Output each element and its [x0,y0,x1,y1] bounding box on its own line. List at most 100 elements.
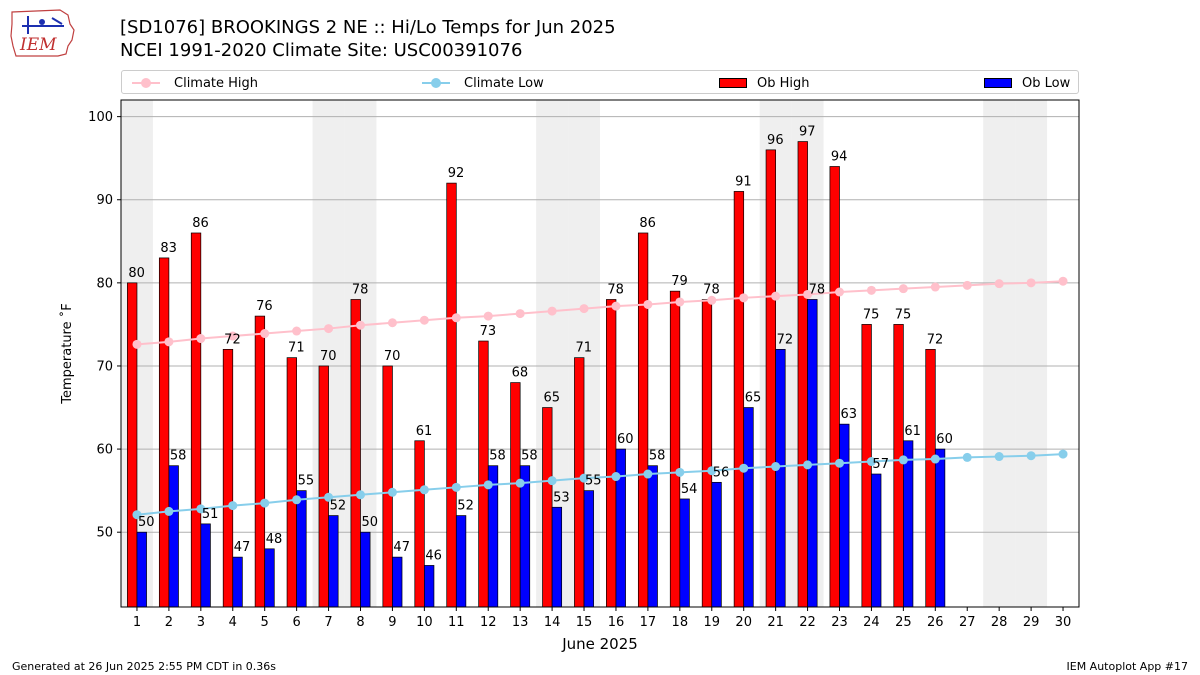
climate-low-point-23 [835,458,844,468]
x-tick-label-22: 22 [799,615,816,630]
ob-low-bar-8 [360,531,371,608]
ob-low-label-12: 58 [489,449,506,464]
x-tick-label-13: 13 [512,615,529,630]
legend-label-climate-low: Climate Low [464,75,544,91]
ob-high-bar-8 [350,299,361,608]
climate-high-point-26 [930,282,940,292]
legend-item-climate-low: Climate Low [422,74,544,92]
climate-high-point-27 [962,280,972,290]
climate-high-point-23 [835,287,844,297]
ob-low-bar-9 [392,556,403,608]
ob-high-label-24: 75 [863,307,880,322]
ob-low-bar-2 [168,465,179,608]
climate-high-point-8 [356,320,365,330]
ob-high-label-16: 78 [607,282,624,297]
y-gridlines [121,116,1079,533]
x-tick-label-7: 7 [324,615,332,630]
legend-label-ob-high: Ob High [757,75,810,91]
climate-high-point-17 [643,299,653,309]
ob-high-label-10: 61 [416,424,433,439]
climate-low-point-17 [643,469,653,479]
ob-high-bar-6 [286,357,297,608]
x-tick-label-3: 3 [197,615,205,630]
ob-high-label-3: 86 [192,216,209,231]
climate-low-point-20 [739,463,749,473]
ob-low-label-9: 47 [393,540,410,555]
climate-high-point-15 [579,304,589,314]
x-tick-label-20: 20 [735,615,752,630]
ob-high-bar-21 [765,149,776,608]
ob-high-bar-19 [701,299,713,608]
climate-high-point-11 [451,313,461,323]
climate-low-point-13 [515,478,525,488]
x-tick-label-17: 17 [640,615,657,630]
climate-high-point-18 [675,297,685,307]
ob-low-label-4: 47 [234,540,251,555]
ob-low-bar-10 [424,565,435,608]
x-tick-label-19: 19 [703,615,720,630]
chart-title: [SD1076] BROOKINGS 2 NE :: Hi/Lo Temps f… [120,17,616,38]
climate-low-point-27 [962,452,972,462]
x-tick-label-2: 2 [165,615,173,630]
x-tick-label-24: 24 [863,615,880,630]
ob-low-bar-14 [551,506,563,608]
x-axis: 1 2 3 4 5 6 7 8 9 10 11 12 13 14 15 16 17 18 19 20 21 22 23 24 2… [133,607,1071,630]
ob-low-label-7: 52 [330,499,347,514]
climate-low-point-15 [579,473,589,483]
ob-low-bar-24 [871,473,882,608]
ob-high-swatch [719,78,747,88]
climate-high-point-21 [771,291,781,301]
ob-low-label-13: 58 [521,449,538,464]
y-axis: 50 60 70 80 90 100 [88,110,121,541]
ob-low-label-6: 55 [298,474,315,489]
ob-high-bar-16 [606,299,617,608]
x-tick-label-4: 4 [229,615,237,630]
climate-low-swatch [422,78,450,88]
ob-low-bar-21 [775,348,786,608]
climate-high-point-3 [196,334,206,344]
ob-low-bar-25 [903,440,914,608]
ob-low-bar-26 [934,448,946,608]
legend-item-ob-low: Ob Low [984,74,1070,92]
ob-low-label-16: 60 [617,432,634,447]
x-tick-label-1: 1 [133,615,141,630]
climate-high-point-10 [419,315,429,325]
bar-value-labels: 80 83 86 72 76 71 70 78 70 61 92 73 68 65 71 78 86 79 78 91… [128,125,952,564]
ob-high-label-20: 91 [735,174,752,189]
footer-generated: Generated at 26 Jun 2025 2:55 PM CDT in … [12,660,277,673]
ob-high-label-8: 78 [352,282,369,297]
climate-high-point-22 [803,289,813,299]
x-tick-label-8: 8 [356,615,364,630]
ob-low-bar-6 [296,490,307,608]
ob-low-label-1: 50 [138,515,155,530]
ob-low-label-26: 60 [936,432,953,447]
ob-low-label-10: 46 [425,548,442,563]
ob-low-bar-15 [583,490,594,608]
ob-high-bar-1 [127,282,138,608]
x-tick-label-9: 9 [388,615,396,630]
y-tick-label-60: 60 [96,443,113,458]
x-tick-label-16: 16 [608,615,625,630]
ob-high-bar-10 [414,440,425,608]
ob-high-label-23: 94 [831,149,848,164]
climate-high-swatch [132,78,160,88]
ob-high-bar-4 [222,348,234,608]
ob-high-label-5: 76 [256,299,273,314]
legend-label-climate-high: Climate High [174,75,259,91]
ob-high-label-6: 71 [288,341,305,356]
climate-low-line [136,453,1064,516]
ob-high-bar-5 [254,315,266,608]
ob-high-label-1: 80 [128,266,145,281]
climate-high-point-19 [707,295,717,305]
climate-low-point-12 [483,480,493,490]
ob-high-label-19: 78 [703,282,720,297]
ob-low-bar-4 [232,556,243,608]
y-tick-label-80: 80 [96,276,113,291]
ob-high-bar-12 [478,340,489,608]
ob-high-bar-18 [669,290,681,608]
climate-low-point-28 [994,452,1004,462]
climate-low-point-21 [771,462,781,472]
ob-low-bar-7 [328,515,339,608]
ob-high-bar-20 [733,191,745,608]
x-tick-label-6: 6 [292,615,300,630]
